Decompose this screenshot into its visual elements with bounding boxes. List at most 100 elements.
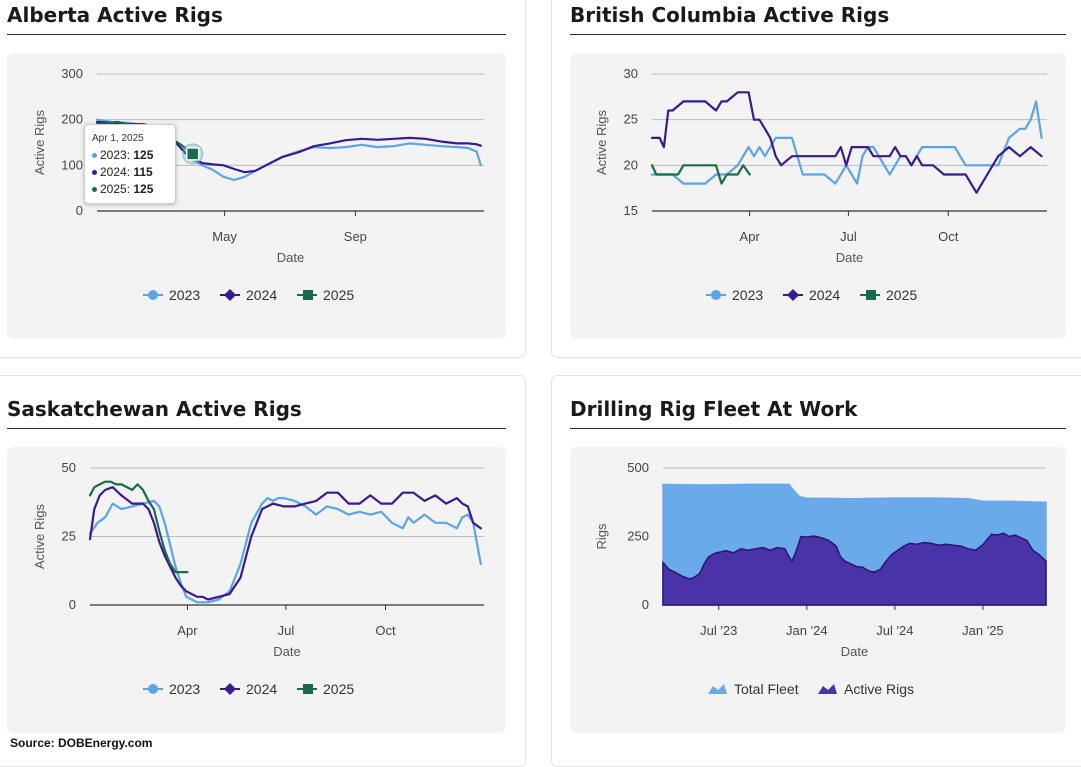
alberta-chart-title: Alberta Active Rigs xyxy=(7,3,223,27)
tooltip-label-2023: 2023: xyxy=(100,148,131,162)
tooltip-label-2025: 2025: xyxy=(100,182,131,196)
alberta-ytick-label: 0 xyxy=(76,203,83,218)
sask-ytick-label: 25 xyxy=(62,529,76,544)
bc-x-axis-label: Date xyxy=(836,250,863,265)
alberta-tooltip: Apr 1, 2025 2023: 125 2024: 115 2025: 12… xyxy=(84,124,176,204)
tooltip-value-2024: 115 xyxy=(133,165,153,179)
alberta-legend-item: 2025 xyxy=(297,287,354,303)
tooltip-date: Apr 1, 2025 xyxy=(92,133,144,144)
tooltip-label-2024: 2024: xyxy=(100,165,131,179)
sask-series-2025-line xyxy=(88,480,189,574)
bc-xtick-label: Apr xyxy=(740,229,761,244)
tooltip-row-2025: 2025: 125 xyxy=(92,181,175,198)
fleet-ytick-label: 0 xyxy=(642,597,649,612)
bc-plot-area xyxy=(570,53,1066,339)
bc-ytick-label: 25 xyxy=(624,112,638,127)
sask-chart-title: Saskatchewan Active Rigs xyxy=(7,397,302,421)
fleet-xtick-label: Jan '25 xyxy=(962,623,1004,638)
fleet-x-axis-label: Date xyxy=(841,644,868,659)
alberta-legend-label: 2024 xyxy=(246,287,277,303)
bc-legend-symbol xyxy=(866,290,876,300)
fleet-legend-label: Total Fleet xyxy=(734,681,799,697)
tooltip-row-2023: 2023: 125 xyxy=(92,147,175,164)
tooltip-row-2024: 2024: 115 xyxy=(92,164,175,181)
fleet-legend-symbol xyxy=(708,684,727,694)
sask-legend-label: 2023 xyxy=(169,681,200,697)
sask-xtick-label: Apr xyxy=(177,623,198,638)
bc-y-axis-label: Active Rigs xyxy=(594,109,609,175)
fleet-ytick-label: 250 xyxy=(627,529,649,544)
bc-title-rule xyxy=(570,34,1066,35)
sask-legend-item: 2025 xyxy=(297,681,354,697)
bc-legend-symbol xyxy=(787,289,799,301)
fleet-title-rule xyxy=(570,428,1066,429)
fleet-ytick-label: 500 xyxy=(627,460,649,475)
bc-ytick-label: 15 xyxy=(624,203,638,218)
fleet-xtick-label: Jul '24 xyxy=(876,623,913,638)
fleet-y-axis-label: Rigs xyxy=(594,523,609,550)
bc-series-2023-line xyxy=(650,100,1043,185)
sask-series-2023-line xyxy=(88,497,482,604)
sask-legend-label: 2024 xyxy=(246,681,277,697)
sask-x-axis-label: Date xyxy=(273,644,300,659)
bc-series-2024-line xyxy=(650,91,1043,194)
sask-ytick-label: 0 xyxy=(69,597,76,612)
fleet-legend-symbol xyxy=(818,684,837,694)
bc-chart-title: British Columbia Active Rigs xyxy=(570,3,890,27)
sask-legend-symbol xyxy=(224,683,236,695)
tooltip-dot-2023 xyxy=(92,153,97,159)
sask-legend-item: 2024 xyxy=(220,681,277,697)
bc-legend-label: 2024 xyxy=(809,287,840,303)
sask-xtick-label: Jul xyxy=(278,623,295,638)
alberta-x-axis-label: Date xyxy=(277,250,304,265)
bc-legend-label: 2023 xyxy=(732,287,763,303)
bc-legend-label: 2025 xyxy=(886,287,917,303)
bc-legend-item: 2024 xyxy=(783,287,840,303)
bc-ytick-label: 30 xyxy=(624,66,638,81)
alberta-legend-label: 2025 xyxy=(323,287,354,303)
fleet-xtick-label: Jan '24 xyxy=(786,623,828,638)
sask-ytick-label: 50 xyxy=(62,460,76,475)
bc-legend-symbol xyxy=(711,290,721,300)
sask-legend-symbol xyxy=(303,684,313,694)
fleet-xtick-label: Jul '23 xyxy=(700,623,737,638)
bc-series-2025-line xyxy=(650,164,751,185)
tooltip-dot-2024 xyxy=(92,170,97,176)
alberta-legend-symbol xyxy=(148,290,158,300)
fleet-legend-label: Active Rigs xyxy=(844,681,914,697)
sask-series-2024-line xyxy=(88,486,482,601)
alberta-xtick-label: Sep xyxy=(344,229,367,244)
sask-legend-label: 2025 xyxy=(323,681,354,697)
sask-chart: 0 25 50 Apr Jul Oct Date Active Rigs 2023 2024 202… xyxy=(32,460,484,697)
alberta-ytick-label: 300 xyxy=(61,66,83,81)
sask-title-rule xyxy=(7,428,506,429)
alberta-xtick-label: May xyxy=(212,229,237,244)
alberta-y-axis-label: Active Rigs xyxy=(32,109,47,175)
alberta-highlight-point xyxy=(185,147,200,161)
alberta-legend-symbol xyxy=(224,289,236,301)
fleet-series-active-rigs-area xyxy=(662,532,1047,606)
alberta-legend-item: 2024 xyxy=(220,287,277,303)
sask-legend-symbol xyxy=(148,684,158,694)
fleet-legend-item: Total Fleet xyxy=(708,681,799,697)
alberta-legend-symbol xyxy=(303,290,313,300)
tooltip-value-2025: 125 xyxy=(133,182,154,196)
source-note: Source: DOBEnergy.com xyxy=(10,736,153,750)
bc-legend-item: 2023 xyxy=(706,287,763,303)
fleet-chart-title: Drilling Rig Fleet At Work xyxy=(570,397,858,421)
fleet-chart: 0 250 500 Jul '23 Jan '24 Jul '24 Jan '25 Date R… xyxy=(594,460,1047,697)
alberta-title-rule xyxy=(7,34,506,35)
alberta-legend-item: 2023 xyxy=(143,287,200,303)
sask-y-axis-label: Active Rigs xyxy=(32,503,47,569)
bc-legend-item: 2025 xyxy=(860,287,917,303)
bc-ytick-label: 20 xyxy=(624,157,638,172)
bc-xtick-label: Oct xyxy=(938,229,959,244)
sask-legend-item: 2023 xyxy=(143,681,200,697)
bc-xtick-label: Jul xyxy=(840,229,857,244)
alberta-ytick-label: 100 xyxy=(61,157,83,172)
alberta-ytick-label: 200 xyxy=(61,112,83,127)
alberta-legend-label: 2023 xyxy=(169,287,200,303)
tooltip-dot-2025 xyxy=(92,187,97,193)
